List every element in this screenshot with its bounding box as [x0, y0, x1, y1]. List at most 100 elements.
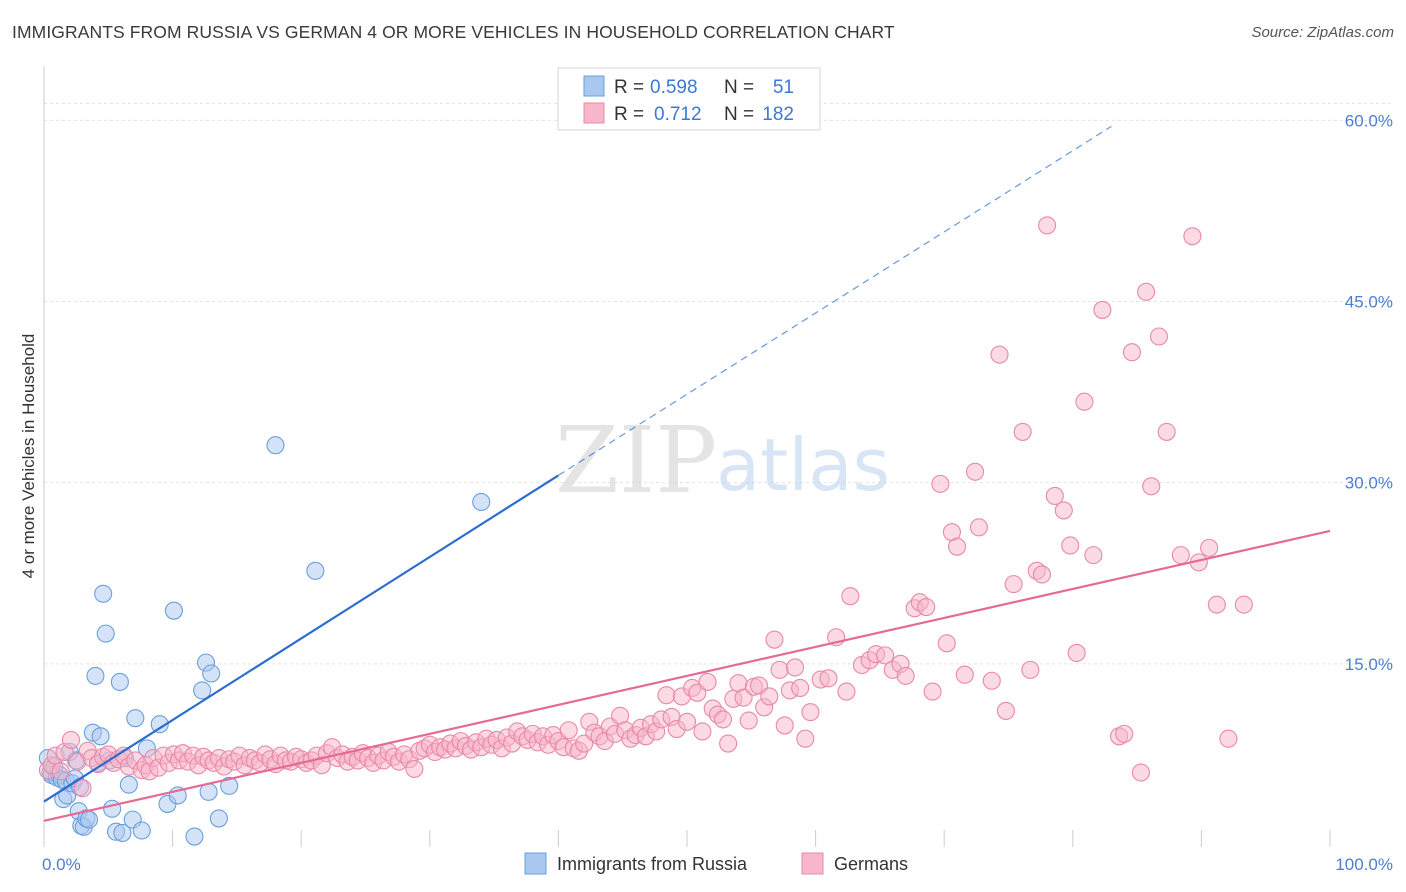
german-point-173: [982, 671, 1001, 690]
russia-point-37: [150, 715, 169, 734]
german-point-184: [1061, 536, 1080, 555]
x-tick-label-1: 100.0%: [1335, 855, 1393, 874]
legend-r-value-russia: 0.598: [650, 77, 698, 98]
russia-point-30: [113, 823, 132, 842]
german-point-125: [677, 712, 697, 731]
legend-swatch-german-bottom: [801, 852, 824, 875]
german-point-148: [796, 729, 815, 748]
x-tick-labels: 0.0% 100.0%: [42, 855, 1393, 874]
german-point-128: [693, 722, 712, 741]
russia-point-42: [193, 681, 212, 700]
legend-r-label-german: R =: [614, 104, 644, 125]
german-point-183: [1054, 501, 1073, 520]
axes: [43, 66, 1331, 847]
russia-point-21: [86, 666, 105, 685]
russia-trend-extension: [558, 125, 1112, 476]
german-point-174: [990, 345, 1009, 364]
grid: [44, 102, 1392, 665]
watermark-atlas: atlas: [716, 423, 890, 507]
german-point-141: [760, 687, 779, 706]
russia-point-50: [472, 492, 491, 512]
german-point-72: [405, 759, 424, 778]
german-point-102: [559, 721, 578, 740]
russia-point-49: [306, 561, 325, 580]
german-point-191: [1122, 343, 1142, 362]
russia-point-41: [185, 827, 204, 846]
russia-point-25: [96, 624, 115, 643]
trend-lines: [43, 125, 1331, 822]
russia-point-19: [79, 810, 99, 829]
german-point-190: [1115, 724, 1134, 743]
watermark-zip: ZIP: [555, 407, 717, 514]
german-point-7: [73, 779, 92, 798]
russia-point-27: [103, 799, 122, 818]
russia-point-35: [132, 821, 151, 840]
german-point-176: [1004, 575, 1023, 594]
german-point-181: [1038, 216, 1057, 235]
german-point-180: [1032, 565, 1051, 584]
german-point-198: [1183, 227, 1202, 246]
german-point-193: [1137, 282, 1156, 301]
legend-label-russia: Immigrants from Russia: [557, 854, 748, 874]
german-trend-line: [43, 529, 1331, 822]
german-point-144: [775, 716, 794, 735]
german-point-153: [837, 682, 856, 701]
german-point-149: [801, 703, 820, 722]
series-german-points: [38, 216, 1253, 798]
german-point-5: [61, 730, 81, 749]
series-russia-points: [38, 436, 491, 846]
russia-trend-line: [43, 474, 559, 803]
russia-point-39: [164, 601, 183, 620]
legend-r-value-german: 0.712: [654, 104, 702, 125]
russia-point-34: [126, 709, 145, 728]
german-point-203: [1234, 595, 1253, 614]
stats-legend: R = 0.598 N = 51 R = 0.712 N = 182: [557, 67, 821, 131]
german-point-169: [948, 537, 967, 556]
german-point-200: [1200, 538, 1219, 557]
y-axis-label: 4 or more Vehicles in Household: [19, 334, 38, 579]
legend-swatch-german: [583, 102, 605, 124]
y-tick-label-3: 60.0%: [1345, 111, 1393, 130]
german-point-196: [1157, 422, 1176, 441]
y-tick-labels: 15.0% 30.0% 45.0% 60.0%: [1345, 111, 1393, 674]
german-point-142: [765, 630, 784, 649]
german-point-137: [739, 711, 758, 730]
y-tick-label-2: 45.0%: [1345, 292, 1393, 311]
german-point-185: [1067, 643, 1086, 663]
german-point-161: [896, 666, 915, 685]
german-point-170: [955, 665, 974, 684]
german-point-146: [785, 658, 805, 677]
russia-point-23: [91, 727, 110, 746]
german-point-177: [1013, 422, 1032, 441]
german-point-188: [1093, 300, 1112, 319]
german-point-121: [657, 686, 676, 705]
german-point-167: [937, 634, 956, 653]
german-point-178: [1021, 660, 1040, 679]
russia-point-48: [266, 436, 285, 455]
german-point-202: [1219, 729, 1238, 748]
german-point-192: [1131, 763, 1151, 782]
legend-n-label-german: N =: [724, 104, 754, 125]
russia-point-45: [202, 664, 221, 683]
german-point-164: [917, 598, 936, 617]
series-legend: Immigrants from Russia Germans: [524, 852, 908, 875]
german-point-158: [875, 646, 895, 665]
german-point-186: [1075, 392, 1094, 411]
legend-swatch-russia: [583, 75, 605, 97]
y-tick-label-1: 30.0%: [1345, 474, 1393, 493]
german-point-133: [719, 734, 738, 753]
german-point-132: [713, 710, 733, 729]
legend-n-value-russia: 51: [773, 77, 794, 98]
german-point-187: [1084, 546, 1103, 565]
german-point-194: [1142, 477, 1161, 496]
russia-point-32: [119, 775, 138, 794]
russia-point-46: [209, 809, 228, 828]
legend-swatch-russia-bottom: [524, 852, 547, 875]
german-point-129: [698, 672, 717, 691]
russia-point-29: [110, 672, 129, 691]
y-tick-label-0: 15.0%: [1345, 655, 1393, 674]
german-point-166: [931, 474, 950, 493]
x-tick-label-0: 0.0%: [42, 855, 81, 874]
german-point-143: [770, 660, 789, 679]
german-point-182: [1045, 486, 1064, 505]
